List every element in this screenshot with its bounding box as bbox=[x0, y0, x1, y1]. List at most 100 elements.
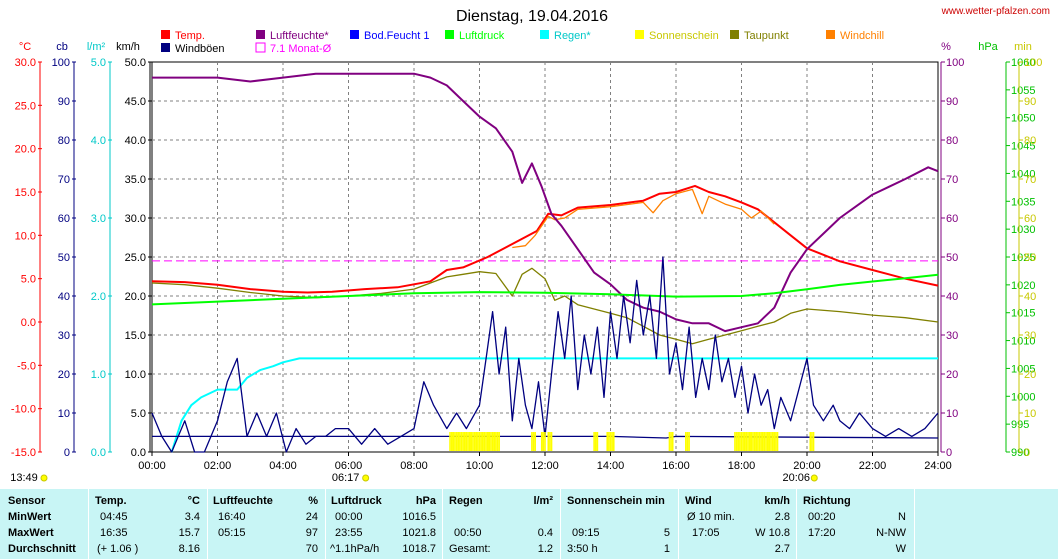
stats-pressure-time: 23:55 bbox=[335, 527, 363, 539]
axis-tick-label-cb: 20 bbox=[58, 369, 70, 381]
stats-sun-time: 09:15 bbox=[572, 527, 600, 539]
series-line-temp bbox=[151, 184, 939, 294]
axis-tick-label-temp: 10.0 bbox=[15, 230, 36, 242]
axis-tick-label-humidity: 0 bbox=[946, 447, 952, 459]
stats-pressure-time: 00:00 bbox=[335, 511, 363, 523]
axis-unit-wind: km/h bbox=[116, 41, 140, 53]
axis-tick-label-sun: 60 bbox=[1024, 213, 1036, 225]
sunrise-time: 06:17 bbox=[332, 472, 360, 484]
stats-header-direction: Richtung bbox=[803, 495, 851, 507]
stats-row-label: MinWert bbox=[8, 511, 52, 523]
axis-tick-label-sun: 80 bbox=[1024, 135, 1036, 147]
x-axis-tick-label: 18:00 bbox=[728, 460, 756, 472]
axis-unit-rain: l/m² bbox=[87, 41, 106, 53]
axis-tick-label-rain: 3.0 bbox=[91, 213, 106, 225]
axis-tick-label-sun: 50 bbox=[1024, 252, 1036, 264]
axis-tick-label-pressure: 1010 bbox=[1011, 336, 1035, 348]
axis-tick-label-pressure: 1000 bbox=[1011, 391, 1035, 403]
axis-tick-label-humidity: 100 bbox=[946, 57, 964, 69]
legend-label: Luftdruck bbox=[459, 30, 505, 42]
stats-direction-value: N bbox=[898, 511, 906, 523]
axis-tick-label-rain: 0.0 bbox=[91, 447, 106, 459]
axis-tick-label-sun: 20 bbox=[1024, 369, 1036, 381]
legend-label: 7.1 Monat-Ø bbox=[270, 43, 332, 55]
x-axis-tick-label: 14:00 bbox=[597, 460, 625, 472]
axis-tick-label-wind: 30.0 bbox=[125, 213, 146, 225]
axis-tick-label-pressure: 1005 bbox=[1011, 363, 1035, 375]
stats-row-label: Durchschnitt bbox=[8, 543, 76, 555]
axis-tick-label-humidity: 30 bbox=[946, 330, 958, 342]
x-axis-tick-label: 00:00 bbox=[138, 460, 166, 472]
start-icon bbox=[40, 474, 48, 482]
axis-tick-label-cb: 10 bbox=[58, 408, 70, 420]
legend-label: Windchill bbox=[840, 30, 884, 42]
axis-tick-label-wind: 35.0 bbox=[125, 174, 146, 186]
stats-direction-time: 00:20 bbox=[808, 511, 836, 523]
legend-swatch bbox=[161, 30, 170, 39]
legend-label: Sonnenschein bbox=[649, 30, 719, 42]
axis-tick-label-temp: -15.0 bbox=[11, 447, 36, 459]
stats-rain-time: 00:50 bbox=[454, 527, 482, 539]
stats-wind-value: W 10.8 bbox=[755, 527, 790, 539]
stats-sun-total: 3:50 h bbox=[567, 543, 598, 555]
legend-swatch bbox=[161, 43, 170, 52]
axis-tick-label-sun: 0 bbox=[1024, 447, 1030, 459]
stats-header-sensor: Sensor bbox=[8, 495, 46, 507]
stats-header-pressure: Luftdruck bbox=[331, 495, 382, 507]
sunset-icon bbox=[810, 474, 818, 482]
stats-temp-time: 04:45 bbox=[100, 511, 128, 523]
stats-divider bbox=[678, 488, 679, 559]
axis-tick-label-temp: -10.0 bbox=[11, 404, 36, 416]
stats-sun-value: 1 bbox=[663, 543, 670, 555]
x-axis-tick-label: 06:00 bbox=[335, 460, 363, 472]
axis-tick-label-rain: 5.0 bbox=[91, 57, 106, 69]
legend-swatch bbox=[635, 30, 644, 39]
axis-tick-label-cb: 30 bbox=[58, 330, 70, 342]
series-line-windb-en bbox=[151, 256, 939, 453]
axis-tick-label-pressure: 1030 bbox=[1011, 224, 1035, 236]
x-axis-tick-label: 04:00 bbox=[269, 460, 297, 472]
stats-humidity-value: 24 bbox=[305, 511, 318, 523]
axis-tick-label-rain: 1.0 bbox=[91, 369, 106, 381]
stats-header-wind: Wind bbox=[685, 495, 712, 507]
series-line-windchill bbox=[512, 188, 775, 249]
x-axis-tick-label: 24:00 bbox=[924, 460, 952, 472]
axis-unit-humidity: % bbox=[941, 41, 951, 53]
stats-header-rain-unit: l/m² bbox=[533, 495, 553, 507]
stats-divider bbox=[442, 488, 443, 559]
chart-grid bbox=[152, 62, 938, 452]
sunrise-icon bbox=[362, 474, 370, 482]
axis-tick-label-humidity: 10 bbox=[946, 408, 958, 420]
stats-pressure-value: 1018.7 bbox=[402, 543, 436, 555]
legend-label: Luftfeuchte* bbox=[270, 30, 329, 42]
stats-temp-value: 15.7 bbox=[178, 527, 200, 539]
axis-tick-label-pressure: 1015 bbox=[1011, 308, 1035, 320]
stats-humidity-time: 05:15 bbox=[218, 527, 246, 539]
axis-unit-temp: °C bbox=[19, 41, 31, 53]
legend-label: Bod.Feucht 1 bbox=[364, 30, 429, 42]
site-link[interactable]: www.wetter-pfalzen.com bbox=[941, 6, 1050, 17]
axis-tick-label-pressure: 1025 bbox=[1011, 252, 1035, 264]
x-axis-tick-label: 20:00 bbox=[793, 460, 821, 472]
stats-temp-time: (+ 1.06 ) bbox=[97, 543, 139, 555]
axis-tick-label-humidity: 90 bbox=[946, 96, 958, 108]
axis-tick-label-wind: 5.0 bbox=[131, 408, 146, 420]
stats-wind-time: Ø 10 min. bbox=[687, 511, 735, 523]
stats-row-label: MaxWert bbox=[8, 527, 54, 539]
stats-header-wind-unit: km/h bbox=[764, 495, 790, 507]
legend-swatch bbox=[256, 30, 265, 39]
axis-tick-label-pressure: 1035 bbox=[1011, 196, 1035, 208]
stats-divider bbox=[88, 488, 89, 559]
axis-tick-label-temp: 5.0 bbox=[21, 274, 36, 286]
axis-tick-label-cb: 60 bbox=[58, 213, 70, 225]
axis-unit-pressure: hPa bbox=[978, 41, 998, 53]
stats-header-pressure-unit: hPa bbox=[415, 495, 436, 507]
legend-swatch bbox=[350, 30, 359, 39]
legend-swatch bbox=[255, 42, 266, 53]
axis-tick-label-humidity: 40 bbox=[946, 291, 958, 303]
axis-tick-label-sun: 90 bbox=[1024, 96, 1036, 108]
axis-tick-label-humidity: 80 bbox=[946, 135, 958, 147]
axis-tick-label-pressure: 995 bbox=[1011, 419, 1029, 431]
stats-header-humidity: Luftfeuchte bbox=[213, 495, 273, 507]
axis-tick-label-wind: 50.0 bbox=[125, 57, 146, 69]
